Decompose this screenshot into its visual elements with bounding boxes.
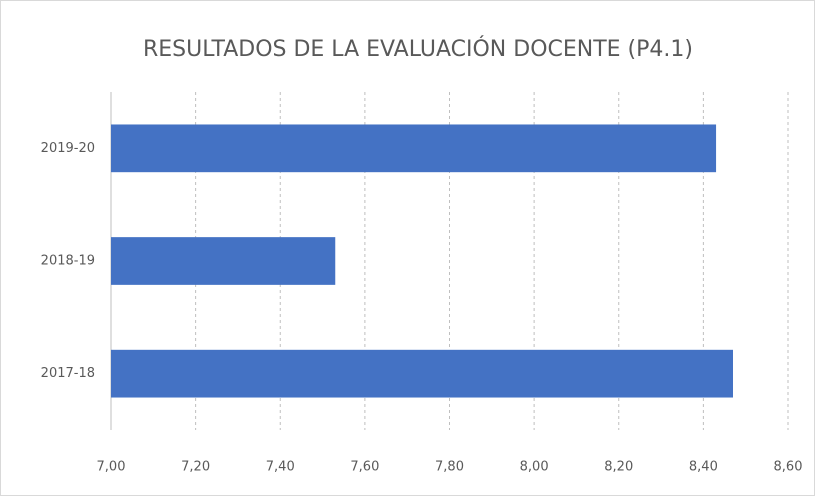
x-tick-label: 7,00 <box>97 460 126 475</box>
bar <box>111 349 733 398</box>
x-tick-label: 7,20 <box>181 460 210 475</box>
y-tick-label: 2017-18 <box>41 366 95 381</box>
x-tick-label: 7,40 <box>266 460 295 475</box>
x-tick-label: 8,00 <box>520 460 549 475</box>
x-tick-label: 7,60 <box>350 460 379 475</box>
x-tick-label: 8,60 <box>774 460 803 475</box>
y-tick-label: 2018-19 <box>41 254 95 269</box>
x-tick-label: 7,80 <box>435 460 464 475</box>
x-tick-label: 8,20 <box>604 460 633 475</box>
x-tick-label: 8,40 <box>689 460 718 475</box>
bar <box>111 124 717 173</box>
chart-title: RESULTADOS DE LA EVALUACIÓN DOCENTE (P4.… <box>143 36 693 62</box>
bar <box>111 237 336 285</box>
y-tick-label: 2019-20 <box>41 141 95 156</box>
